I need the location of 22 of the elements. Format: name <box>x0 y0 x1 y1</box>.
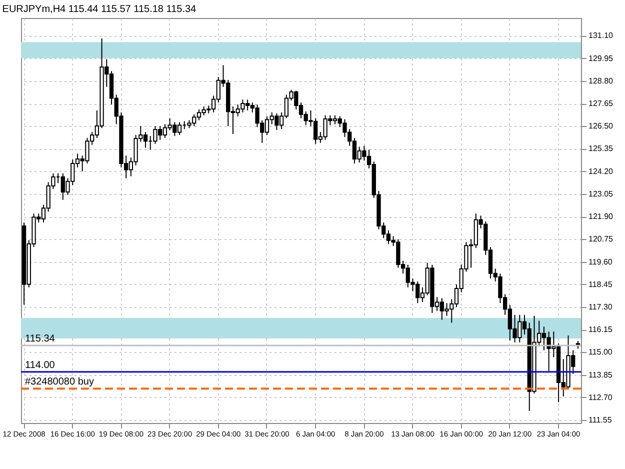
y-tick-label: 119.60 <box>588 257 613 266</box>
y-tick-label: 117.30 <box>588 302 613 312</box>
y-tick-label: 123.05 <box>588 189 614 198</box>
y-tick-label: 125.35 <box>588 144 614 154</box>
ref-line-label: 115.34 <box>25 334 56 345</box>
y-tick-label: 112.70 <box>588 392 613 402</box>
y-tick-label: 121.90 <box>588 212 614 222</box>
y-tick-label: 118.45 <box>588 280 613 289</box>
y-tick-label: 129.95 <box>588 54 614 63</box>
chart-title: EURJPYm,H4 115.44 115.57 115.18 115.34 <box>2 4 197 15</box>
y-tick-label: 124.20 <box>588 166 614 176</box>
ref-line-label: #32480080 buy <box>25 376 94 388</box>
y-tick-label: 127.65 <box>588 99 614 108</box>
y-tick-label: 131.10 <box>588 31 614 40</box>
y-tick-label: 113.85 <box>588 370 613 380</box>
y-tick-label: 115.00 <box>588 348 613 357</box>
y-tick-label: 116.15 <box>588 325 613 334</box>
y-tick-label: 120.75 <box>588 234 614 244</box>
y-tick-label: 111.55 <box>588 416 612 425</box>
y-tick-label: 128.80 <box>588 76 614 86</box>
y-tick-label: 126.50 <box>588 122 614 131</box>
ref-line-label: 114.00 <box>25 360 56 371</box>
